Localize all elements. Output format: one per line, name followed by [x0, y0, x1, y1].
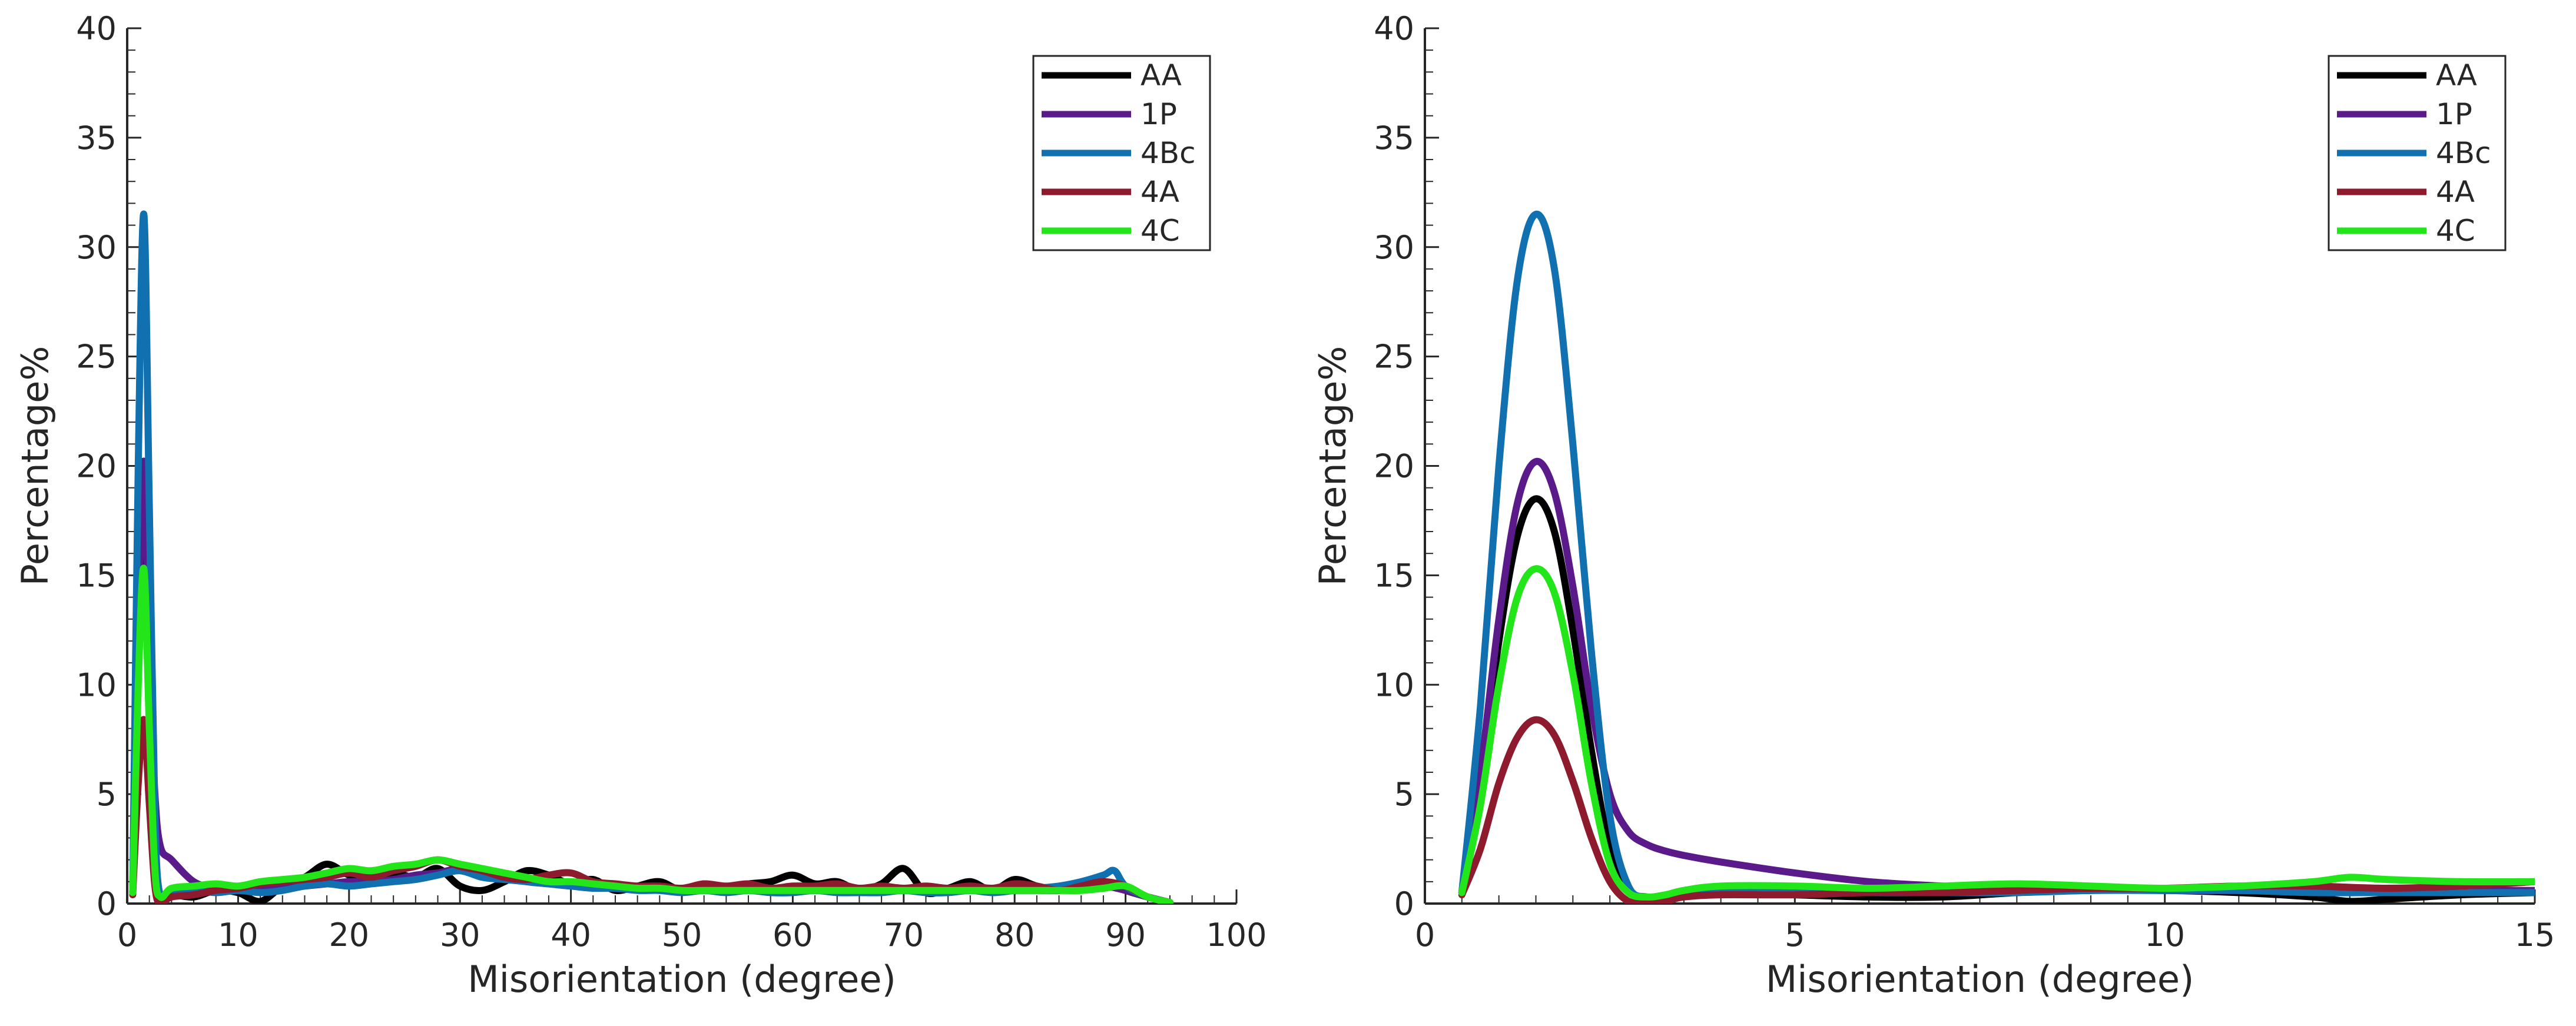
- y-tick-label: 10: [76, 666, 117, 703]
- legend-label-4bc: 4Bc: [1141, 136, 1196, 170]
- y-tick-label: 15: [76, 557, 117, 594]
- x-tick-label: 80: [994, 917, 1035, 954]
- series-line-4bc: [129, 210, 1173, 904]
- y-tick-label: 40: [1374, 10, 1414, 47]
- x-tick-label: 100: [1206, 917, 1267, 954]
- y-tick-label: 5: [1394, 776, 1414, 813]
- right-chart-panel: 0 5 10 15 0 5 10 15 20 25 30 35 40 Misorientation (de…: [1311, 10, 2555, 1001]
- y-tick-label: 20: [76, 448, 117, 485]
- legend: AA 1P 4Bc 4A 4C: [2328, 55, 2507, 251]
- legend-label-4a: 4A: [1141, 175, 1179, 209]
- legend-label-4bc: 4Bc: [2436, 136, 2491, 170]
- y-tick-label: 5: [97, 776, 117, 813]
- legend-label-4c: 4C: [1141, 214, 1180, 248]
- y-tick-label: 35: [1374, 119, 1414, 157]
- y-tick-label: 0: [97, 885, 117, 922]
- y-tick-label: 10: [1374, 666, 1414, 703]
- series-line-aa: [1458, 495, 2535, 904]
- legend-label-1p: 1P: [2436, 97, 2472, 131]
- y-axis-label: Percentage%: [14, 346, 57, 586]
- y-tick-label: 0: [1394, 885, 1414, 922]
- series-line-1p: [129, 457, 1173, 904]
- y-tick-label: 20: [1374, 448, 1414, 485]
- legend-label-aa: AA: [1141, 58, 1182, 92]
- x-tick-label: 5: [1785, 917, 1805, 954]
- x-tick-label: 20: [329, 917, 369, 954]
- series-line-4c: [1458, 565, 2535, 901]
- y-tick-label: 30: [1374, 229, 1414, 266]
- x-tick-label: 0: [117, 917, 137, 954]
- x-tick-label: 0: [1415, 917, 1435, 954]
- x-tick-label: 40: [551, 917, 591, 954]
- x-tick-label: 90: [1105, 917, 1146, 954]
- y-tick-label: 35: [76, 119, 117, 157]
- legend: AA 1P 4Bc 4A 4C: [1032, 55, 1211, 251]
- x-axis-label: Misorientation (degree): [1766, 958, 2194, 1001]
- legend-label-1p: 1P: [1141, 97, 1177, 131]
- y-tick-label: 15: [1374, 557, 1414, 594]
- series-line-1p: [1458, 457, 2535, 896]
- legend-label-4a: 4A: [2436, 175, 2475, 209]
- x-tick-label: 15: [2515, 917, 2555, 954]
- series-line-4c: [129, 565, 1173, 904]
- x-tick-label: 60: [773, 917, 813, 954]
- x-tick-label: 70: [883, 917, 924, 954]
- series-line-4bc: [1458, 210, 2535, 901]
- series-lines: [129, 210, 1173, 904]
- y-tick-label: 30: [76, 229, 117, 266]
- series-line-aa: [129, 494, 1173, 904]
- left-chart-panel: 0 10 20 30 40 50 60 70 80 90 100 0 5 10 15 20 25 30 35 40 Mi…: [14, 10, 1267, 1001]
- y-tick-label: 25: [76, 338, 117, 376]
- x-tick-label: 10: [218, 917, 258, 954]
- y-tick-label: 40: [76, 10, 117, 47]
- x-tick-label: 10: [2144, 917, 2185, 954]
- series-lines: [1458, 210, 2535, 904]
- series-line-4a: [129, 716, 1173, 904]
- y-axis-label: Percentage%: [1311, 346, 1354, 586]
- legend-label-aa: AA: [2436, 58, 2477, 92]
- x-tick-label: 30: [440, 917, 480, 954]
- legend-label-4c: 4C: [2436, 214, 2475, 248]
- x-axis-label: Misorientation (degree): [468, 958, 896, 1001]
- y-tick-label: 25: [1374, 338, 1414, 376]
- x-tick-label: 50: [662, 917, 702, 954]
